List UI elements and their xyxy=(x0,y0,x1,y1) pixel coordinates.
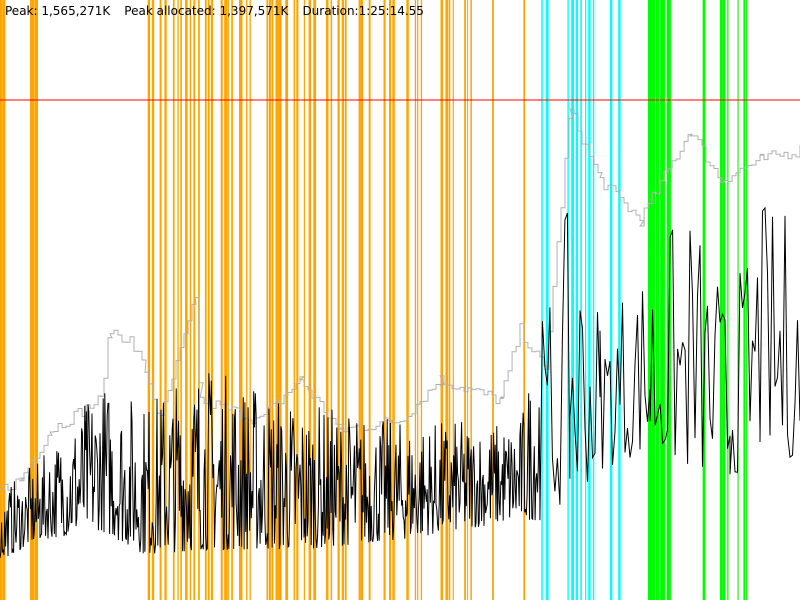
orange-gc-band xyxy=(445,0,449,600)
orange-gc-band xyxy=(2,0,6,600)
cyan-gc-band xyxy=(585,0,587,600)
orange-gc-band xyxy=(280,0,282,600)
green-gc-band xyxy=(662,0,665,600)
cyan-gc-band xyxy=(571,0,574,600)
orange-gc-band xyxy=(293,0,296,600)
allocated-series-line xyxy=(0,108,800,491)
orange-gc-band xyxy=(34,0,38,600)
green-gc-band xyxy=(653,0,655,600)
cyan-gc-band xyxy=(588,0,591,600)
orange-gc-band xyxy=(341,0,345,600)
orange-gc-band xyxy=(189,0,192,600)
orange-gc-band xyxy=(303,0,305,600)
orange-gc-band xyxy=(275,0,279,600)
green-gc-band xyxy=(722,0,726,600)
green-gc-band xyxy=(648,0,652,600)
cyan-gc-band xyxy=(610,0,613,600)
orange-gc-band xyxy=(239,0,242,600)
orange-gc-band xyxy=(246,0,248,600)
green-gc-band xyxy=(743,0,746,600)
orange-gc-band xyxy=(406,0,409,600)
orange-gc-band xyxy=(420,0,423,600)
orange-gc-band xyxy=(308,0,311,600)
used-series-line xyxy=(0,206,800,559)
orange-gc-band xyxy=(193,0,196,600)
orange-gc-band xyxy=(172,0,175,600)
orange-gc-band xyxy=(337,0,340,600)
cyan-gc-band xyxy=(580,0,582,600)
orange-gc-band xyxy=(492,0,494,600)
orange-gc-band xyxy=(227,0,229,600)
cyan-gc-band xyxy=(592,0,595,600)
orange-gc-band xyxy=(210,0,213,600)
orange-gc-band xyxy=(414,0,417,600)
summary-header: Peak: 1,565,271K Peak allocated: 1,397,57… xyxy=(5,4,438,18)
orange-gc-band xyxy=(467,0,469,600)
orange-gc-band xyxy=(231,0,233,600)
cyan-gc-band xyxy=(575,0,578,600)
orange-gc-band xyxy=(389,0,392,600)
orange-gc-band xyxy=(313,0,317,600)
orange-gc-band xyxy=(159,0,162,600)
green-gc-band xyxy=(746,0,748,600)
orange-gc-band xyxy=(224,0,228,600)
orange-gc-band xyxy=(448,0,451,600)
duration-label: Duration:1:25:14.55 xyxy=(302,4,424,18)
orange-gc-band xyxy=(268,0,271,600)
orange-gc-band xyxy=(164,0,167,600)
orange-gc-band xyxy=(271,0,274,600)
gc-event-bands xyxy=(0,0,748,600)
orange-gc-band xyxy=(278,0,281,600)
orange-gc-band xyxy=(185,0,188,600)
orange-gc-band xyxy=(266,0,268,600)
green-gc-band xyxy=(655,0,660,600)
orange-gc-band xyxy=(147,0,151,600)
orange-gc-band xyxy=(151,0,155,600)
orange-gc-band xyxy=(440,0,444,600)
orange-gc-band xyxy=(296,0,299,600)
orange-gc-band xyxy=(220,0,223,600)
orange-gc-band xyxy=(330,0,333,600)
orange-gc-band xyxy=(464,0,466,600)
orange-gc-band xyxy=(470,0,472,600)
green-gc-band xyxy=(737,0,739,600)
orange-gc-band xyxy=(417,0,419,600)
orange-gc-band xyxy=(204,0,207,600)
green-gc-band xyxy=(727,0,729,600)
orange-gc-band xyxy=(392,0,395,600)
orange-gc-band xyxy=(177,0,179,600)
orange-gc-band xyxy=(249,0,251,600)
orange-gc-band xyxy=(383,0,386,600)
orange-gc-band xyxy=(180,0,182,600)
orange-gc-band xyxy=(241,0,243,600)
orange-gc-band xyxy=(326,0,329,600)
orange-gc-band xyxy=(30,0,34,600)
orange-gc-band xyxy=(368,0,371,600)
orange-gc-band xyxy=(285,0,289,600)
cyan-gc-band xyxy=(541,0,543,600)
orange-gc-band xyxy=(452,0,454,600)
orange-gc-band xyxy=(345,0,347,600)
orange-gc-band xyxy=(0,0,3,600)
orange-gc-band xyxy=(361,0,364,600)
orange-gc-band xyxy=(358,0,361,600)
green-gc-band xyxy=(650,0,654,600)
orange-gc-band xyxy=(523,0,525,600)
cyan-gc-band xyxy=(545,0,549,600)
cyan-gc-band xyxy=(618,0,621,600)
green-gc-band xyxy=(702,0,706,600)
peak-label: Peak: 1,565,271K xyxy=(5,4,111,18)
peak-allocated-label: Peak allocated: 1,397,571K xyxy=(124,4,289,18)
orange-gc-band xyxy=(207,0,210,600)
green-gc-band xyxy=(720,0,723,600)
